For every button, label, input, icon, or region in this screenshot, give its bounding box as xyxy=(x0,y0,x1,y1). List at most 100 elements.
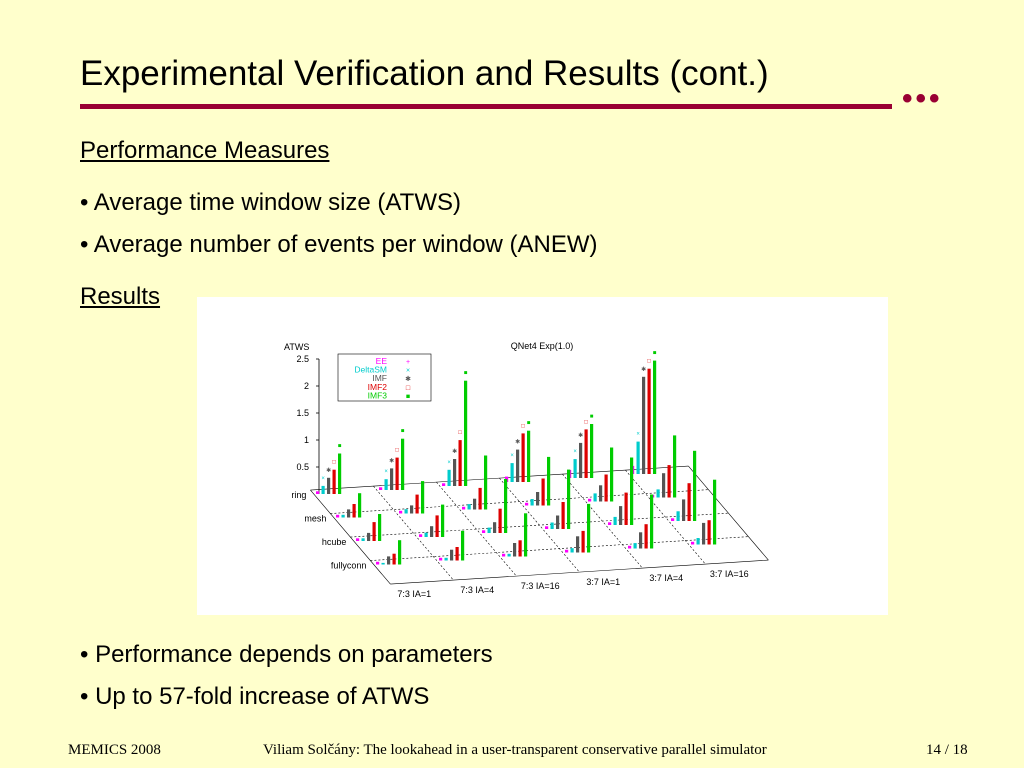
bar-deltasm xyxy=(530,499,534,506)
bar-imf xyxy=(450,549,454,561)
bar-imf2 xyxy=(435,515,439,537)
bar-imf3 xyxy=(524,513,528,557)
bar-imf xyxy=(367,532,371,541)
legend-label-imf3: IMF3 xyxy=(368,390,388,400)
bar-imf2 xyxy=(332,469,336,494)
bar-imf2 xyxy=(392,553,396,565)
floor-grid-line xyxy=(436,481,517,577)
bar-imf xyxy=(556,515,560,529)
bar-imf xyxy=(513,543,517,557)
bar-marker-imf2: □ xyxy=(458,430,462,436)
bar-imf xyxy=(642,376,646,474)
legend-label-ee: EE xyxy=(376,356,388,366)
bar-deltasm xyxy=(444,557,448,561)
bar-imf2 xyxy=(518,540,522,557)
bar-marker-imf2: □ xyxy=(521,423,525,429)
footer-page-number: 14 / 18 xyxy=(926,742,968,758)
legend-box xyxy=(337,353,432,402)
legend-marker-deltasm: × xyxy=(406,368,410,375)
bar-deltasm xyxy=(447,469,451,486)
bar-imf2 xyxy=(561,502,565,529)
bar-imf2 xyxy=(687,483,691,521)
bar-deltasm xyxy=(510,463,514,482)
bar-ee xyxy=(502,553,506,557)
bar-imf2 xyxy=(647,368,651,474)
bar-ee xyxy=(462,506,466,510)
bullet-atws: • Average time window size (ATWS) xyxy=(80,189,461,216)
bar-ee xyxy=(691,541,695,545)
bullet-performance-parameters: • Performance depends on parameters xyxy=(80,641,493,668)
bar-imf2 xyxy=(455,547,459,561)
bar-deltasm xyxy=(593,493,597,502)
bar-imf2 xyxy=(624,492,628,525)
bar-imf2 xyxy=(644,524,648,549)
bar-ee xyxy=(608,522,612,525)
bar-imf2 xyxy=(352,504,356,518)
bar-deltasm xyxy=(341,514,345,518)
bar-deltasm xyxy=(570,548,574,553)
bar-ee xyxy=(356,538,360,541)
bar-imf3 xyxy=(547,456,551,506)
bar-marker-imf2: □ xyxy=(584,419,588,425)
y-category-label: hcube xyxy=(322,537,347,547)
bar-imf2 xyxy=(707,520,711,545)
bar-marker-imf3: ■ xyxy=(464,371,468,377)
bar-imf xyxy=(682,499,686,521)
title-underline-rule xyxy=(80,104,892,109)
bar-imf3 xyxy=(527,430,531,482)
floor-grid-line xyxy=(310,489,391,585)
bar-imf xyxy=(347,509,351,518)
bar-marker-imf: ✱ xyxy=(326,467,331,474)
bar-ee xyxy=(439,557,443,561)
bar-imf3 xyxy=(587,503,591,553)
bar-imf3 xyxy=(441,504,445,537)
bar-imf xyxy=(327,477,331,494)
y-category-label: fullyconn xyxy=(331,560,367,570)
bar-marker-imf3: ■ xyxy=(527,421,531,427)
floor-grid-line xyxy=(688,465,769,561)
x-category-label: 7:3 IA=4 xyxy=(460,585,494,595)
bar-deltasm xyxy=(424,532,428,537)
bar-imf xyxy=(576,536,580,553)
bar-imf2 xyxy=(458,440,462,486)
bar-marker-imf2: □ xyxy=(647,359,651,365)
bar-ee xyxy=(442,483,446,486)
bar-deltasm xyxy=(633,543,637,549)
bar-deltasm xyxy=(676,511,680,521)
bar-imf xyxy=(639,532,643,549)
bar-deltasm xyxy=(507,553,511,557)
z-tick-label: 2 xyxy=(304,381,309,391)
bar-imf3 xyxy=(610,447,614,502)
legend-marker-imf3: ■ xyxy=(406,393,410,400)
bar-imf3 xyxy=(378,514,382,541)
z-tick-label: 1.5 xyxy=(296,408,309,418)
bar-imf2 xyxy=(395,457,399,490)
bar-imf2 xyxy=(604,474,608,502)
bar-imf2 xyxy=(498,508,502,533)
x-category-label: 3:7 IA=1 xyxy=(586,577,620,587)
bar-imf2 xyxy=(667,465,671,498)
bar-marker-deltasm: × xyxy=(636,432,640,438)
bar-ee xyxy=(316,491,320,494)
bar-imf3 xyxy=(653,360,657,474)
bar-deltasm xyxy=(696,538,700,545)
floor-grid-line xyxy=(330,489,709,514)
chart-title: QNet4 Exp(1.0) xyxy=(511,341,574,351)
bar-deltasm xyxy=(487,527,491,533)
bar-deltasm xyxy=(613,516,617,525)
bar-imf2 xyxy=(415,494,419,514)
legend-label-deltasm: DeltaSM xyxy=(354,365,387,375)
bar-imf3 xyxy=(693,450,697,521)
bar-imf xyxy=(493,522,497,533)
bar-marker-imf2: □ xyxy=(395,448,399,454)
bar-imf xyxy=(599,485,603,502)
floor-grid-line xyxy=(390,559,769,585)
bar-marker-imf3: ■ xyxy=(590,414,594,420)
bar-marker-deltasm: × xyxy=(384,469,388,475)
bar-imf2 xyxy=(521,433,525,482)
bar-imf3 xyxy=(713,479,717,545)
bar-ee xyxy=(628,545,632,549)
bar-imf3 xyxy=(464,380,468,486)
bullet-anew: • Average number of events per window (A… xyxy=(80,231,598,258)
bar-imf xyxy=(387,556,391,565)
